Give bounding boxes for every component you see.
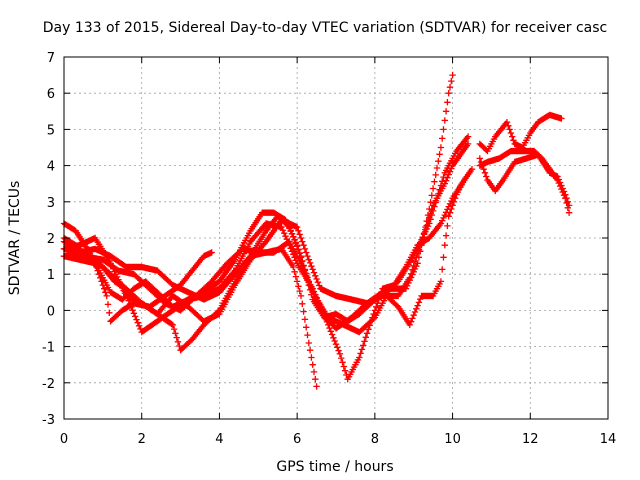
y-tick-label: -2 [42,377,55,392]
y-tick-label: -1 [42,341,55,356]
y-tick-label: -3 [42,413,55,428]
y-tick-label: 6 [47,87,55,102]
x-tick-label: 8 [371,432,379,447]
series-8-markers [476,111,565,155]
x-tick-label: 14 [600,432,617,447]
chart-title: Day 133 of 2015, Sidereal Day-to-day VTE… [43,20,607,36]
y-tick-label: 0 [47,304,55,319]
series-10 [476,147,573,216]
y-axis-label: SDTVAR / TECUs [7,181,23,296]
x-tick-label: 12 [522,432,539,447]
y-tick-label: 5 [47,123,55,138]
x-tick-label: 0 [60,432,68,447]
x-tick-label: 2 [138,432,146,447]
y-tick-label: 1 [47,268,55,283]
x-tick-label: 4 [215,432,223,447]
x-tick-label: 10 [444,432,461,447]
grid-lines [64,57,608,419]
series-10-markers [476,147,573,216]
data-series [60,71,573,390]
y-tick-label: 2 [47,232,55,247]
series-8 [476,111,565,155]
y-tick-label: 7 [47,51,55,66]
x-axis-label: GPS time / hours [276,459,393,475]
y-tick-label: 3 [47,196,55,211]
x-tick-label: 6 [293,432,301,447]
y-tick-label: 4 [47,160,55,175]
